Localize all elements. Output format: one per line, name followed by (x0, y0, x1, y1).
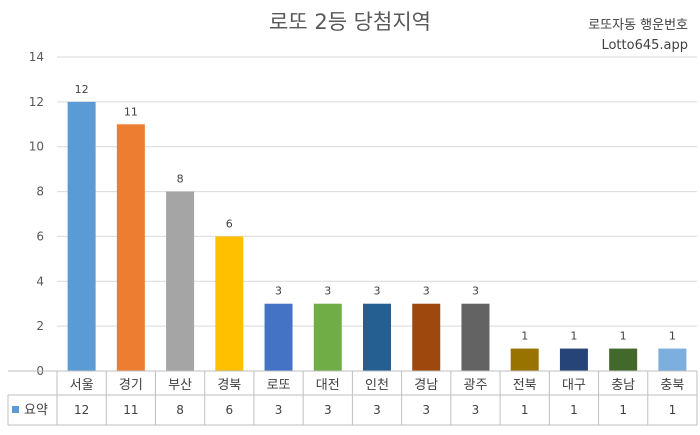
y-tick-label: 4 (36, 274, 44, 288)
table-value: 3 (275, 403, 283, 417)
category-label: 전북 (513, 378, 537, 393)
bar-서울 (67, 101, 96, 371)
data-label: 1 (669, 330, 676, 343)
bar-경남 (412, 303, 441, 371)
category-label: 경북 (217, 378, 241, 393)
data-label: 1 (620, 330, 627, 343)
category-label: 충남 (611, 378, 635, 393)
category-label: 로또 (267, 378, 291, 393)
data-label: 12 (75, 83, 89, 96)
table-value: 3 (472, 403, 480, 417)
category-label: 경남 (414, 378, 438, 393)
data-label: 3 (423, 285, 430, 298)
table-value: 1 (570, 403, 578, 417)
bar-대전 (313, 303, 342, 371)
bar-경북 (215, 236, 244, 371)
y-tick-label: 8 (36, 185, 44, 199)
data-label: 1 (570, 330, 577, 343)
data-label: 1 (521, 330, 528, 343)
bar-충남 (609, 348, 638, 371)
table-value: 1 (619, 403, 627, 417)
bars (67, 101, 687, 372)
table-value: 12 (74, 403, 89, 417)
bar-경기 (116, 124, 145, 372)
bar-전북 (510, 348, 539, 371)
category-label: 대구 (562, 378, 586, 393)
y-tick-label: 14 (29, 50, 44, 64)
y-tick-label: 6 (36, 229, 44, 243)
table-value: 1 (669, 403, 677, 417)
category-label: 광주 (464, 378, 488, 393)
gridlines (57, 56, 697, 327)
data-label: 3 (275, 285, 282, 298)
bar-광주 (461, 303, 490, 371)
table-value: 3 (373, 403, 381, 417)
data-label: 3 (374, 285, 381, 298)
data-label: 8 (177, 173, 184, 186)
legend-swatch (12, 406, 19, 413)
data-label: 6 (226, 217, 233, 230)
category-label: 대전 (316, 378, 340, 393)
y-tick-label: 2 (36, 319, 44, 333)
table-value: 1 (521, 403, 529, 417)
y-tick-label: 10 (29, 140, 44, 154)
data-label: 11 (124, 105, 138, 118)
bar-로또 (264, 303, 293, 371)
data-table: 요약서울12경기11부산8경북6로또3대전3인천3경남3광주3전북1대구1충남1… (7, 370, 698, 426)
legend-series-name: 요약 (24, 403, 48, 418)
table-value: 3 (422, 403, 430, 417)
table-value: 6 (225, 403, 233, 417)
watermark-line-2: Lotto645.app (601, 38, 688, 53)
table-value: 3 (324, 403, 332, 417)
bar-인천 (363, 303, 391, 371)
y-tick-label: 12 (29, 95, 44, 109)
table-value: 11 (123, 403, 138, 417)
watermark: 로또자동 행운번호 Lotto645.app (588, 16, 688, 56)
chart-title: 로또 2등 당첨지역 (269, 10, 431, 34)
bar-부산 (166, 191, 195, 371)
watermark-line-1: 로또자동 행운번호 (588, 18, 688, 33)
table-value: 8 (176, 403, 184, 417)
bar-충북 (658, 348, 687, 371)
category-label: 서울 (70, 378, 94, 393)
category-label: 부산 (168, 378, 192, 393)
data-label: 3 (324, 285, 331, 298)
category-label: 경기 (119, 378, 143, 393)
category-label: 충북 (660, 378, 684, 393)
category-label: 인천 (365, 378, 389, 393)
data-label: 3 (472, 285, 479, 298)
bar-대구 (559, 348, 588, 371)
